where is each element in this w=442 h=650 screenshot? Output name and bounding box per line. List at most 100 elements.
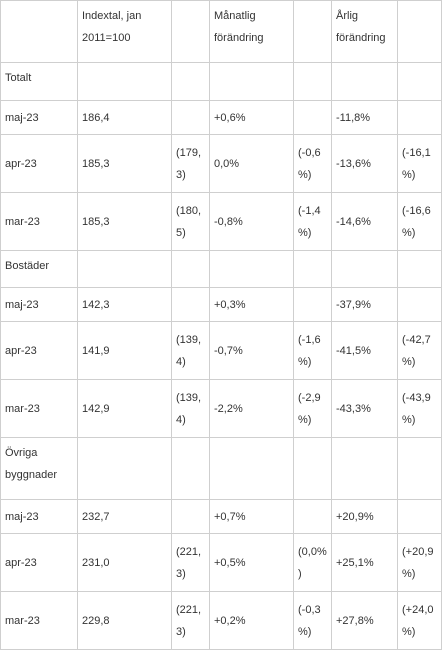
- table-row: apr-23 231,0 (221,3) +0,5% (0,0%) +25,1% (+20,…: [0, 533, 442, 592]
- header-yearly: Årlig förändring: [331, 0, 398, 63]
- cell-month: mar-23: [0, 379, 78, 438]
- section-blank-cell: [397, 62, 442, 101]
- section-blank-cell: [171, 437, 210, 500]
- section-blank-cell: [209, 250, 294, 288]
- section-label: Övriga byggnader: [0, 437, 78, 500]
- cell-index-prev: (179,3): [171, 134, 210, 193]
- header-blank-cell: [293, 0, 332, 63]
- cell-month: maj-23: [0, 287, 78, 322]
- cell-monthly-prev: (-2,9%): [293, 379, 332, 438]
- table-row: apr-23 141,9 (139,4) -0,7% (-1,6%) -41,5% (-42…: [0, 321, 442, 380]
- cell-yearly-prev: [397, 100, 442, 135]
- section-blank-cell: [77, 437, 172, 500]
- cell-monthly-prev: (-0,3%): [293, 591, 332, 650]
- cell-monthly: +0,6%: [209, 100, 294, 135]
- section-label: Bostäder: [0, 250, 78, 288]
- section-row: Bostäder: [0, 250, 442, 288]
- cell-month: maj-23: [0, 100, 78, 135]
- cell-monthly-prev: [293, 100, 332, 135]
- section-blank-cell: [331, 62, 398, 101]
- cell-yearly-prev: [397, 287, 442, 322]
- cell-monthly: +0,3%: [209, 287, 294, 322]
- cell-index: 141,9: [77, 321, 172, 380]
- cell-yearly: +25,1%: [331, 533, 398, 592]
- cell-monthly: -0,8%: [209, 192, 294, 251]
- table-row: apr-23 185,3 (179,3) 0,0% (-0,6%) -13,6% (-16,…: [0, 134, 442, 193]
- cell-yearly: -37,9%: [331, 287, 398, 322]
- section-row: Totalt: [0, 62, 442, 101]
- cell-index-prev: (221,3): [171, 591, 210, 650]
- table-row: mar-23 142,9 (139,4) -2,2% (-2,9%) -43,3% (-43…: [0, 379, 442, 438]
- cell-month: apr-23: [0, 533, 78, 592]
- cell-monthly-prev: [293, 499, 332, 534]
- section-blank-cell: [397, 250, 442, 288]
- header-blank-cell: [397, 0, 442, 63]
- section-blank-cell: [209, 62, 294, 101]
- cell-index-prev: [171, 499, 210, 534]
- section-blank-cell: [209, 437, 294, 500]
- header-blank-cell: [171, 0, 210, 63]
- cell-yearly: -41,5%: [331, 321, 398, 380]
- cell-yearly-prev: (-16,6%): [397, 192, 442, 251]
- cell-index: 232,7: [77, 499, 172, 534]
- cell-index: 142,9: [77, 379, 172, 438]
- cell-month: mar-23: [0, 192, 78, 251]
- cell-month: apr-23: [0, 134, 78, 193]
- cell-monthly: 0,0%: [209, 134, 294, 193]
- cell-index: 231,0: [77, 533, 172, 592]
- cell-yearly: +27,8%: [331, 591, 398, 650]
- header-monthly: Månatlig förändring: [209, 0, 294, 63]
- cell-monthly-prev: (0,0%): [293, 533, 332, 592]
- cell-month: apr-23: [0, 321, 78, 380]
- section-label: Totalt: [0, 62, 78, 101]
- cell-monthly-prev: (-1,4%): [293, 192, 332, 251]
- table-row: maj-23 186,4 +0,6% -11,8%: [0, 100, 442, 135]
- cell-monthly-prev: (-1,6%): [293, 321, 332, 380]
- section-blank-cell: [171, 62, 210, 101]
- cell-yearly: -11,8%: [331, 100, 398, 135]
- cell-monthly: -0,7%: [209, 321, 294, 380]
- section-blank-cell: [171, 250, 210, 288]
- cell-yearly-prev: (+24,0%): [397, 591, 442, 650]
- section-blank-cell: [331, 437, 398, 500]
- cell-index-prev: (180,5): [171, 192, 210, 251]
- section-blank-cell: [331, 250, 398, 288]
- cell-yearly-prev: (-16,1%): [397, 134, 442, 193]
- cell-monthly: +0,5%: [209, 533, 294, 592]
- cell-yearly-prev: (-43,9%): [397, 379, 442, 438]
- section-row: Övriga byggnader: [0, 437, 442, 500]
- cell-index: 185,3: [77, 192, 172, 251]
- table-row: maj-23 232,7 +0,7% +20,9%: [0, 499, 442, 534]
- cell-yearly-prev: (-42,7%): [397, 321, 442, 380]
- header-index: Indextal, jan 2011=100: [77, 0, 172, 63]
- cell-yearly-prev: (+20,9%): [397, 533, 442, 592]
- section-blank-cell: [77, 62, 172, 101]
- cell-index-prev: (139,4): [171, 379, 210, 438]
- section-blank-cell: [397, 437, 442, 500]
- section-blank-cell: [293, 437, 332, 500]
- section-blank-cell: [293, 250, 332, 288]
- cell-index-prev: [171, 287, 210, 322]
- cell-yearly: -13,6%: [331, 134, 398, 193]
- section-blank-cell: [293, 62, 332, 101]
- cell-monthly-prev: (-0,6%): [293, 134, 332, 193]
- cell-yearly: -43,3%: [331, 379, 398, 438]
- section-blank-cell: [77, 250, 172, 288]
- cell-index-prev: (139,4): [171, 321, 210, 380]
- header-corner-cell: [0, 0, 78, 63]
- cell-yearly: -14,6%: [331, 192, 398, 251]
- cell-monthly: +0,2%: [209, 591, 294, 650]
- cell-monthly: +0,7%: [209, 499, 294, 534]
- cell-yearly-prev: [397, 499, 442, 534]
- cell-yearly: +20,9%: [331, 499, 398, 534]
- table-row: mar-23 185,3 (180,5) -0,8% (-1,4%) -14,6% (-16…: [0, 192, 442, 251]
- cell-index-prev: (221,3): [171, 533, 210, 592]
- cell-index-prev: [171, 100, 210, 135]
- cell-index: 142,3: [77, 287, 172, 322]
- cell-index: 186,4: [77, 100, 172, 135]
- cell-index: 229,8: [77, 591, 172, 650]
- cell-monthly-prev: [293, 287, 332, 322]
- header-row: Indextal, jan 2011=100 Månatlig förändri…: [0, 0, 442, 63]
